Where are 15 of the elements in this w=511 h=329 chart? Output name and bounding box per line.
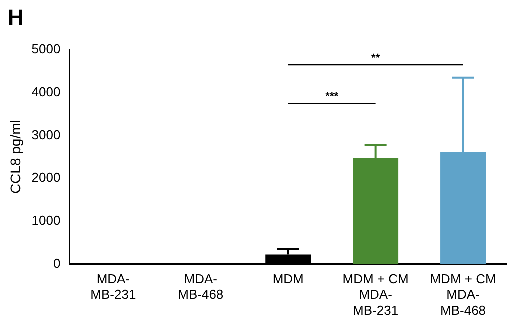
x-tick-label: MDA- MB-468: [178, 272, 224, 302]
y-axis-title: CCL8 pg/ml: [7, 120, 24, 194]
y-tick-label: 2000: [32, 170, 61, 186]
y-tick-label: 3000: [32, 127, 61, 142]
text: H: [8, 5, 24, 30]
y-tick-label: 4000: [32, 84, 61, 100]
x-tick-label: MDM: [272, 272, 304, 287]
annotation: **: [372, 52, 381, 65]
x-tick-label: MDM + CM MDA- MB-231: [342, 272, 409, 318]
annotation: ***: [326, 91, 340, 104]
y-tick-label: 0: [53, 256, 61, 271]
y-tick-label: 1000: [32, 212, 61, 228]
y-tick-label: 5000: [32, 42, 61, 57]
x-tick-label: MDM + CM MDA- MB-468: [430, 272, 496, 318]
x-tick-label: MDA- MB-231: [90, 272, 136, 302]
